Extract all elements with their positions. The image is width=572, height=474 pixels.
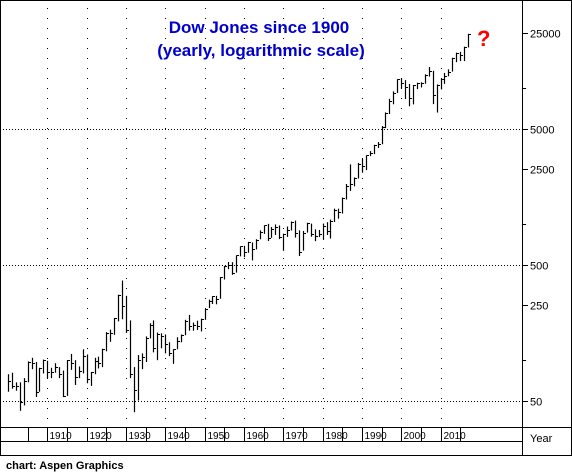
chart-title-line-2: (yearly, logarithmic scale) — [157, 41, 365, 60]
y-tick-label: 25000 — [530, 29, 561, 41]
x-tick-label: 2010 — [444, 431, 467, 442]
x-tick-label: 1990 — [365, 431, 388, 442]
y-tick-layer: 50 250 500 2500 5000 25000 — [522, 29, 561, 409]
y-tick-label: 2500 — [530, 165, 554, 177]
x-tick-label: 1920 — [90, 431, 113, 442]
y-tick-label: 50 — [530, 397, 542, 409]
y-tick-label: 250 — [530, 301, 548, 313]
x-tick-layer: 1910 1920 1930 1940 1950 1960 1970 1980 1990 2000… — [28, 428, 467, 442]
x-tick-label: 1950 — [208, 431, 231, 442]
x-tick-label: 1930 — [129, 431, 152, 442]
x-tick-label: 2000 — [404, 431, 427, 442]
ohlc-bars-layer — [7, 33, 471, 413]
grid-layer — [0, 8, 522, 427]
x-tick-label: 1970 — [286, 431, 309, 442]
x-tick-label: 1960 — [247, 431, 270, 442]
y-tick-label: 500 — [530, 261, 548, 273]
x-tick-label: 1980 — [326, 431, 349, 442]
x-axis-label: Year — [530, 433, 553, 445]
x-tick-label: 1940 — [168, 431, 191, 442]
question-mark-annotation: ? — [477, 26, 490, 51]
y-tick-label: 5000 — [530, 125, 554, 137]
chart-title-line-1: Dow Jones since 1900 — [169, 18, 349, 37]
chart-credit: chart: Aspen Graphics — [6, 460, 124, 472]
x-tick-label: 1910 — [50, 431, 73, 442]
